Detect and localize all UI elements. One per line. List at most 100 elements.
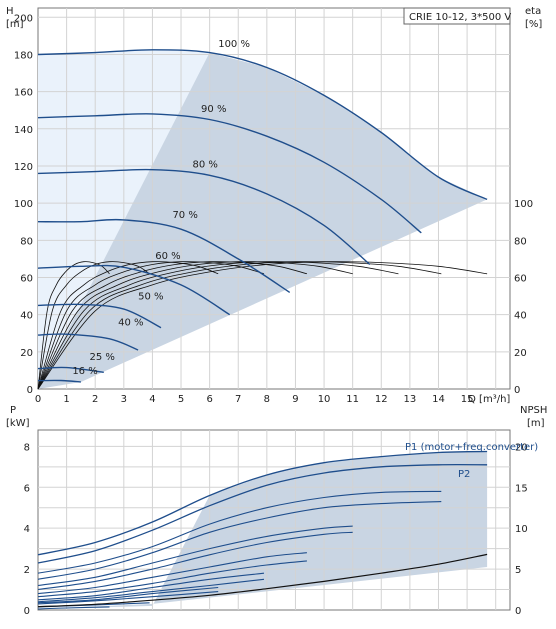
power-curve-8 <box>37 572 265 601</box>
speed-curve-0 <box>37 49 488 201</box>
y-left-tick-label: 160 <box>14 88 33 99</box>
power-tick-label: 8 <box>24 442 30 453</box>
power-tick-label: 6 <box>24 483 30 494</box>
legend-box <box>403 7 511 25</box>
y-right-axis-unit: [%] <box>525 19 542 30</box>
p2-series-label: P2 <box>458 469 470 480</box>
npsh-tick-label: 15 <box>515 483 528 494</box>
y-right-tick-label: 80 <box>514 236 527 247</box>
npsh-tick-label: 20 <box>515 442 528 453</box>
x-tick-label: 1 <box>63 394 69 405</box>
x-tick-label: 0 <box>35 394 41 405</box>
x-tick-label: 3 <box>121 394 127 405</box>
y-left-axis-unit: [m] <box>6 19 24 30</box>
efficiency-curve-1 <box>37 261 442 390</box>
x-tick-label: 9 <box>292 394 298 405</box>
power-curve-10 <box>37 586 219 604</box>
power-curve-2 <box>37 490 442 574</box>
y-left-tick-label: 140 <box>14 125 33 136</box>
x-tick-label: 8 <box>264 394 270 405</box>
p1-series-label: P1 (motor+freq.converter) <box>405 442 538 453</box>
speed-label-1: 90 % <box>201 104 226 115</box>
y-left-axis-label: H <box>6 6 14 17</box>
efficiency-curve-2 <box>37 261 399 390</box>
power-tick-label: 2 <box>24 565 30 576</box>
efficiency-curve-4 <box>37 261 308 390</box>
y-right-tick-label: 60 <box>514 273 527 284</box>
speed-label-4: 60 % <box>155 251 180 262</box>
npsh-axis-unit: [m] <box>527 418 545 429</box>
x-tick-label: 12 <box>375 394 388 405</box>
speed-curve-3 <box>37 218 291 293</box>
efficiency-curve-0 <box>37 261 488 390</box>
npsh-tick-label: 10 <box>515 524 528 535</box>
power-curve-13 <box>37 606 110 610</box>
efficiency-curve-6 <box>37 261 219 390</box>
efficiency-curve-5 <box>37 261 265 390</box>
y-left-tick-label: 0 <box>27 385 33 396</box>
speed-curve-8 <box>37 379 81 383</box>
x-tick-label: 13 <box>404 394 417 405</box>
power-curve-3 <box>37 501 442 580</box>
speed-label-3: 70 % <box>172 210 197 221</box>
speed-curve-2 <box>37 168 371 266</box>
power-curve-1 <box>37 463 488 564</box>
y-left-tick-label: 80 <box>20 236 33 247</box>
x-tick-label: 10 <box>318 394 331 405</box>
y-left-tick-label: 180 <box>14 50 33 61</box>
speed-curve-4 <box>37 264 231 316</box>
efficiency-curve-3 <box>37 261 353 390</box>
x-tick-label: 4 <box>149 394 155 405</box>
power-tick-label: 4 <box>24 524 30 535</box>
npsh-tick-label: 0 <box>515 606 521 617</box>
npsh-curve <box>37 553 488 608</box>
y-left-tick-label: 100 <box>14 199 33 210</box>
speed-label-0: 100 % <box>218 39 250 50</box>
power-curve-9 <box>37 578 265 603</box>
x-tick-label: 11 <box>346 394 359 405</box>
x-axis-label: Q [m³/h] <box>468 394 510 405</box>
power-curve-5 <box>37 531 353 591</box>
power-axis-label: P <box>10 405 16 416</box>
legend-box-text: CRIE 10-12, 3*500 V <box>409 12 511 23</box>
top-chart: 100 % 90 % 80 % 70 % 60 % 50 % 40 % 25 % 16 % 0 1… <box>6 6 542 405</box>
speed-label-5: 50 % <box>138 292 163 303</box>
x-tick-label: 7 <box>235 394 241 405</box>
power-axis-unit: [kW] <box>6 418 30 429</box>
npsh-tick-label: 5 <box>515 565 521 576</box>
bottom-chart: 0 2 4 6 8 0 5 10 15 20 P [kW] NPSH [m] P1 (motor+… <box>6 405 547 617</box>
y-right-axis-label: eta <box>525 6 541 17</box>
y-left-tick-label: 120 <box>14 162 33 173</box>
power-operating-area <box>38 451 488 609</box>
speed-label-2: 80 % <box>192 160 217 171</box>
y-right-tick-label: 20 <box>514 348 527 359</box>
x-tick-label: 14 <box>432 394 445 405</box>
x-tick-label: 15 <box>461 394 474 405</box>
y-left-tick-label: 200 <box>14 13 33 24</box>
efficiency-curve-7 <box>37 261 150 390</box>
speed-label-8: 16 % <box>72 366 97 377</box>
y-right-tick-label: 0 <box>514 385 520 396</box>
y-right-tick-label: 40 <box>514 311 527 322</box>
y-right-tick-label: 100 <box>514 199 533 210</box>
speed-label-7: 25 % <box>89 352 114 363</box>
efficiency-curve-8 <box>37 261 110 390</box>
y-left-tick-label: 20 <box>20 348 33 359</box>
npsh-axis-label: NPSH <box>520 405 547 416</box>
speed-curve-5 <box>37 303 162 329</box>
x-tick-label: 2 <box>92 394 98 405</box>
speed-curve-6 <box>37 333 139 351</box>
power-curve-11 <box>37 591 219 605</box>
speed-curve-7 <box>37 366 104 373</box>
power-curve-6 <box>37 552 307 595</box>
power-curve-4 <box>37 525 353 587</box>
x-tick-label: 5 <box>178 394 184 405</box>
power-tick-label: 0 <box>24 606 30 617</box>
x-tick-label: 6 <box>206 394 212 405</box>
speed-curve-1 <box>37 113 422 234</box>
power-curve-0 <box>37 450 488 556</box>
y-left-tick-label: 40 <box>20 311 33 322</box>
y-left-tick-label: 60 <box>20 273 33 284</box>
speed-label-6: 40 % <box>118 318 143 329</box>
